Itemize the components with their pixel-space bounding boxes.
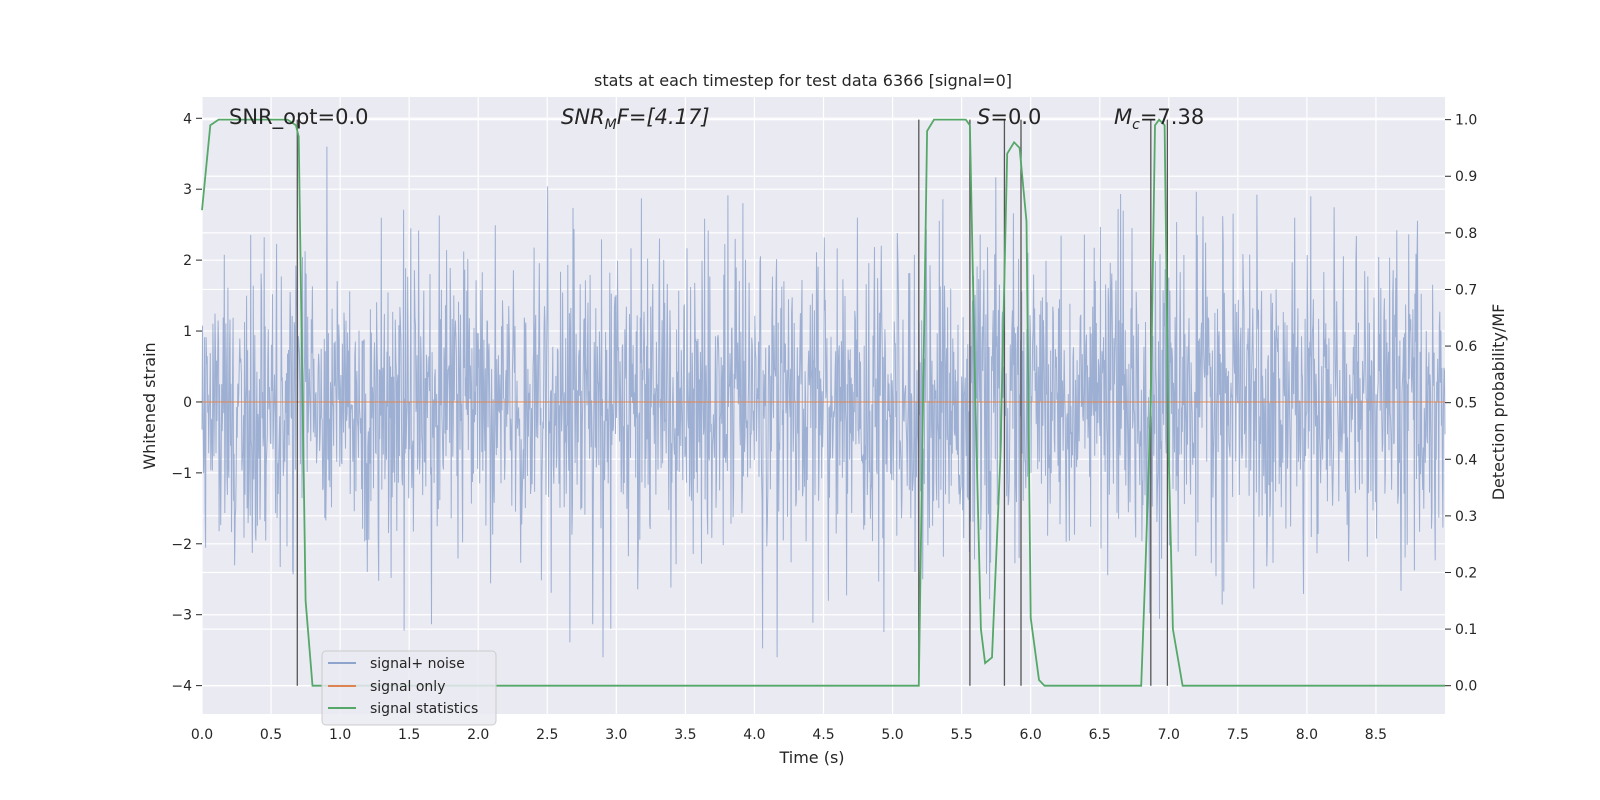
x-axis-label: Time (s) <box>778 748 844 767</box>
x-tick-label: 0.5 <box>260 727 282 743</box>
series-signal-statistics <box>201 118 1445 687</box>
x-tick-label: 0.0 <box>191 727 213 743</box>
x-tick-label: 7.5 <box>1227 727 1249 743</box>
legend: signal+ noise signal only signal statist… <box>321 650 497 726</box>
y-left-tick-label: 1 <box>183 324 192 340</box>
x-tick-label: 1.5 <box>398 727 420 743</box>
x-tick-label: 7.0 <box>1158 727 1180 743</box>
x-tick-label: 3.0 <box>605 727 627 743</box>
y-left-tick-label: 0 <box>183 395 192 411</box>
x-tick-label: 8.0 <box>1296 727 1318 743</box>
vertical-marker-lines <box>296 119 1169 686</box>
annotation-mc: Mc=7.38 <box>1114 105 1204 133</box>
x-tick-label: 1.0 <box>329 727 351 743</box>
x-tick-label: 4.5 <box>812 727 834 743</box>
x-tick-label: 5.0 <box>881 727 903 743</box>
y-left-tick-label: 4 <box>183 111 192 127</box>
legend-label-signal-only: signal only <box>370 679 445 695</box>
y-right-tick-label: 0.1 <box>1455 622 1477 638</box>
annotation-mc-main: M <box>1114 105 1132 129</box>
annotation-mc-sub: c <box>1132 117 1140 133</box>
signal-statistics-line <box>201 118 1445 687</box>
annotation-snr-mf-tail: F=[4.17] <box>617 105 710 129</box>
y-left-tick-label: 3 <box>183 182 192 198</box>
x-tick-label: 4.0 <box>743 727 765 743</box>
legend-label-signal-statistics: signal statistics <box>370 701 478 717</box>
annotation-snr-mf-main: SNR <box>561 105 605 129</box>
x-tick-label: 3.5 <box>674 727 696 743</box>
annotation-s-main: S <box>977 105 990 129</box>
x-tick-label: 6.0 <box>1020 727 1042 743</box>
legend-label-signal-noise: signal+ noise <box>370 656 465 672</box>
annotation-s: S=0.0 <box>977 105 1041 129</box>
y-right-axis-label: Detection probability/MF <box>1489 304 1508 501</box>
x-tick-label: 8.5 <box>1365 727 1387 743</box>
y-right-tick-label: 0.5 <box>1455 396 1477 412</box>
signal-noise-line <box>201 146 1446 658</box>
y-left-axis-label: Whitened strain <box>140 342 159 469</box>
y-left-axis-ticks: 4 3 2 1 0 −1 −2 −3 −4 <box>171 111 202 695</box>
y-right-tick-label: 0.4 <box>1455 452 1477 468</box>
y-left-tick-label: −4 <box>171 679 192 695</box>
annotation-mc-tail: =7.38 <box>1140 105 1204 129</box>
y-right-axis-ticks: 1.0 0.9 0.8 0.7 0.6 0.5 0.4 0.3 0.2 0.1 0.0 <box>1445 113 1477 695</box>
y-right-tick-label: 1.0 <box>1455 113 1477 129</box>
y-right-tick-label: 0.9 <box>1455 169 1477 185</box>
y-right-tick-label: 0.6 <box>1455 339 1477 355</box>
x-tick-label: 5.5 <box>950 727 972 743</box>
y-left-tick-label: −1 <box>171 466 192 482</box>
y-right-tick-label: 0.8 <box>1455 226 1477 242</box>
plot-area <box>201 97 1446 714</box>
legend-box <box>321 650 497 726</box>
y-left-tick-label: −3 <box>171 608 192 624</box>
y-right-tick-label: 0.7 <box>1455 282 1477 298</box>
y-right-tick-label: 0.2 <box>1455 565 1477 581</box>
annotation-snr-mf: SNRMF=[4.17] <box>561 105 710 133</box>
y-right-tick-label: 0.0 <box>1455 679 1477 695</box>
y-left-tick-label: −2 <box>171 537 192 553</box>
y-right-tick-label: 0.3 <box>1455 509 1477 525</box>
series-signal-noise <box>201 146 1446 658</box>
annotation-snr-mf-sub: M <box>605 117 617 133</box>
x-tick-label: 2.5 <box>536 727 558 743</box>
annotation-s-tail: =0.0 <box>990 105 1041 129</box>
chart-title: stats at each timestep for test data 636… <box>594 71 1012 90</box>
annotation-snr-opt: SNR_opt=0.0 <box>229 105 369 130</box>
y-left-tick-label: 2 <box>183 253 192 269</box>
x-tick-label: 6.5 <box>1089 727 1111 743</box>
x-tick-label: 2.0 <box>467 727 489 743</box>
x-axis-ticks: 0.0 0.5 1.0 1.5 2.0 2.5 3.0 3.5 4.0 4.5 5.0 5.5 6.0 6… <box>191 727 1387 743</box>
